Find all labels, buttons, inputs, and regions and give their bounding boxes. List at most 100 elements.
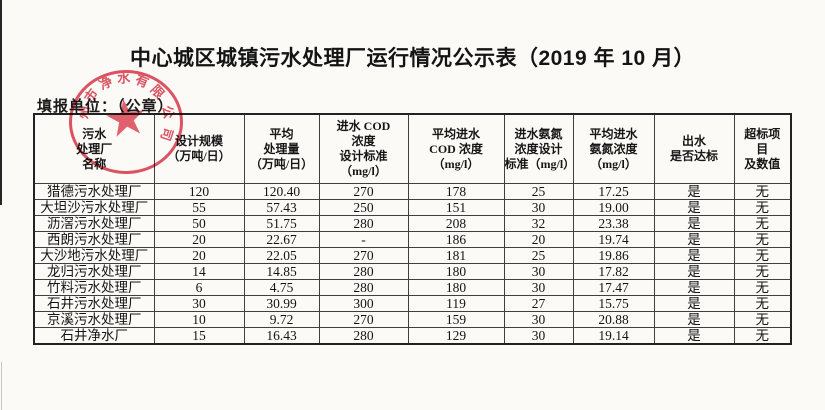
cell-design_scale: 14 [153, 263, 245, 280]
cell-design_scale: 20 [153, 231, 245, 248]
cell-outlet_compliance: 是 [653, 231, 735, 248]
cell-inlet_cod_design_std: 270 [318, 311, 409, 328]
cell-outlet_compliance: 是 [653, 263, 735, 280]
cell-inlet_nh3_design_std: 30 [503, 327, 574, 345]
cell-design_scale: 15 [153, 327, 245, 345]
cell-inlet_nh3_design_std: 30 [503, 199, 574, 216]
cell-avg_treatment: 51.75 [243, 215, 320, 232]
cell-plant_name: 竹料污水处理厂 [33, 279, 155, 296]
cell-avg_inlet_nh3: 23.38 [572, 215, 655, 232]
cell-avg_inlet_nh3: 17.82 [572, 263, 655, 280]
column-header-inlet_cod_design_std: 进水 COD 浓度 设计标准 （mg/l） [318, 113, 409, 184]
scan-artifact-line-top [0, 0, 2, 205]
cell-outlet_compliance: 是 [653, 279, 735, 296]
cell-exceed_items: 无 [733, 263, 792, 280]
table-header-row: 污水 处理厂 名称 设计规模 （万吨/日） 平均 处理量 （万吨/日） 进水 COD … [33, 113, 792, 184]
cell-inlet_nh3_design_std: 32 [503, 215, 574, 232]
cell-avg_treatment: 14.85 [243, 263, 320, 280]
cell-avg_inlet_nh3: 20.88 [572, 311, 655, 328]
cell-design_scale: 10 [153, 311, 245, 328]
cell-avg_inlet_nh3: 17.25 [572, 183, 655, 200]
column-header-inlet_nh3_design_std: 进水氨氮 浓度设计 标准（mg/l） [503, 113, 574, 184]
cell-avg_treatment: 22.67 [243, 231, 320, 248]
table-row: 京溪污水处理厂 10 9.72 270 159 30 20.88 是无 [33, 311, 792, 328]
table-row: 龙归污水处理厂 14 14.85 280 180 30 17.82 是无 [33, 263, 792, 280]
scan-artifact-line-bottom [1, 362, 2, 410]
cell-avg_inlet_cod: 180 [407, 279, 505, 296]
cell-avg_treatment: 30.99 [243, 295, 320, 312]
cell-exceed_items: 无 [733, 311, 792, 328]
cell-avg_inlet_nh3: 19.86 [572, 247, 655, 264]
cell-avg_inlet_cod: 208 [407, 215, 505, 232]
cell-inlet_nh3_design_std: 30 [503, 263, 574, 280]
cell-exceed_items: 无 [733, 295, 792, 312]
cell-avg_treatment: 16.43 [243, 327, 320, 345]
cell-inlet_cod_design_std: 250 [318, 199, 409, 216]
cell-avg_inlet_cod: 119 [407, 295, 505, 312]
cell-inlet_nh3_design_std: 25 [503, 247, 574, 264]
cell-avg_inlet_cod: 181 [407, 247, 505, 264]
cell-avg_inlet_nh3: 15.75 [572, 295, 655, 312]
cell-inlet_nh3_design_std: 20 [503, 231, 574, 248]
cell-avg_inlet_cod: 151 [407, 199, 505, 216]
cell-avg_treatment: 120.40 [243, 183, 320, 200]
table-row: 猎德污水处理厂 120 120.40 270 178 25 17.25 是无 [33, 183, 792, 200]
cell-exceed_items: 无 [733, 247, 792, 264]
page-title: 中心城区城镇污水处理厂运行情况公示表（2019 年 10 月） [129, 47, 696, 70]
cell-avg_inlet_cod: 178 [407, 183, 505, 200]
table-row: 大坦沙污水处理厂 55 57.43 250 151 30 19.00 是无 [33, 199, 792, 216]
cell-design_scale: 50 [153, 215, 245, 232]
cell-design_scale: 6 [153, 279, 245, 296]
table-row: 大沙地污水处理厂 20 22.05 270 181 25 19.86 是无 [33, 247, 792, 264]
column-header-avg_inlet_cod: 平均进水 COD 浓度 （mg/l） [407, 113, 505, 184]
cell-plant_name: 西朗污水处理厂 [33, 231, 155, 248]
cell-design_scale: 55 [153, 199, 245, 216]
cell-plant_name: 大沙地污水处理厂 [33, 247, 155, 264]
cell-plant_name: 龙归污水处理厂 [33, 263, 155, 280]
cell-avg_inlet_nh3: 19.74 [572, 231, 655, 248]
cell-outlet_compliance: 是 [653, 215, 735, 232]
cell-avg_inlet_nh3: 19.00 [572, 199, 655, 216]
cell-exceed_items: 无 [733, 231, 792, 248]
plants-table-container: 污水 处理厂 名称 设计规模 （万吨/日） 平均 处理量 （万吨/日） 进水 COD … [33, 113, 792, 345]
table-row: 石井净水厂 15 16.43 280 129 30 19.14 是无 [33, 327, 792, 345]
cell-plant_name: 大坦沙污水处理厂 [33, 199, 155, 216]
cell-inlet_nh3_design_std: 25 [503, 183, 574, 200]
cell-avg_treatment: 9.72 [243, 311, 320, 328]
cell-exceed_items: 无 [733, 279, 792, 296]
cell-inlet_cod_design_std: 300 [318, 295, 409, 312]
cell-outlet_compliance: 是 [653, 183, 735, 200]
cell-exceed_items: 无 [733, 199, 792, 216]
cell-plant_name: 猎德污水处理厂 [33, 183, 155, 200]
column-header-plant_name: 污水 处理厂 名称 [33, 113, 155, 184]
cell-design_scale: 20 [153, 247, 245, 264]
cell-inlet_cod_design_std: 270 [318, 247, 409, 264]
cell-inlet_cod_design_std: 280 [318, 215, 409, 232]
cell-avg_inlet_cod: 129 [407, 327, 505, 345]
cell-plant_name: 石井净水厂 [33, 327, 155, 345]
cell-inlet_cod_design_std: 280 [318, 279, 409, 296]
table-row: 西朗污水处理厂 20 22.67-186 20 19.74 是无 [33, 231, 792, 248]
column-header-exceed_items: 超标项 目 及数值 [733, 113, 792, 184]
cell-outlet_compliance: 是 [653, 295, 735, 312]
cell-avg_treatment: 57.43 [243, 199, 320, 216]
cell-outlet_compliance: 是 [653, 247, 735, 264]
column-header-design_scale: 设计规模 （万吨/日） [153, 113, 245, 184]
stamp-arc-char: 净 [96, 73, 116, 93]
cell-outlet_compliance: 是 [653, 311, 735, 328]
cell-avg_inlet_nh3: 19.14 [572, 327, 655, 345]
cell-plant_name: 沥滘污水处理厂 [33, 215, 155, 232]
cell-design_scale: 30 [153, 295, 245, 312]
cell-avg_inlet_cod: 159 [407, 311, 505, 328]
cell-exceed_items: 无 [733, 215, 792, 232]
plants-table: 污水 处理厂 名称 设计规模 （万吨/日） 平均 处理量 （万吨/日） 进水 COD … [33, 113, 792, 345]
cell-plant_name: 京溪污水处理厂 [33, 311, 155, 328]
cell-inlet_cod_design_std: 270 [318, 183, 409, 200]
cell-inlet_cod_design_std: - [318, 231, 409, 248]
table-row: 沥滘污水处理厂 50 51.75 280 208 32 23.38 是无 [33, 215, 792, 232]
column-header-avg_treatment: 平均 处理量 （万吨/日） [243, 113, 320, 184]
cell-inlet_nh3_design_std: 30 [503, 311, 574, 328]
cell-plant_name: 石井污水处理厂 [33, 295, 155, 312]
cell-outlet_compliance: 是 [653, 199, 735, 216]
